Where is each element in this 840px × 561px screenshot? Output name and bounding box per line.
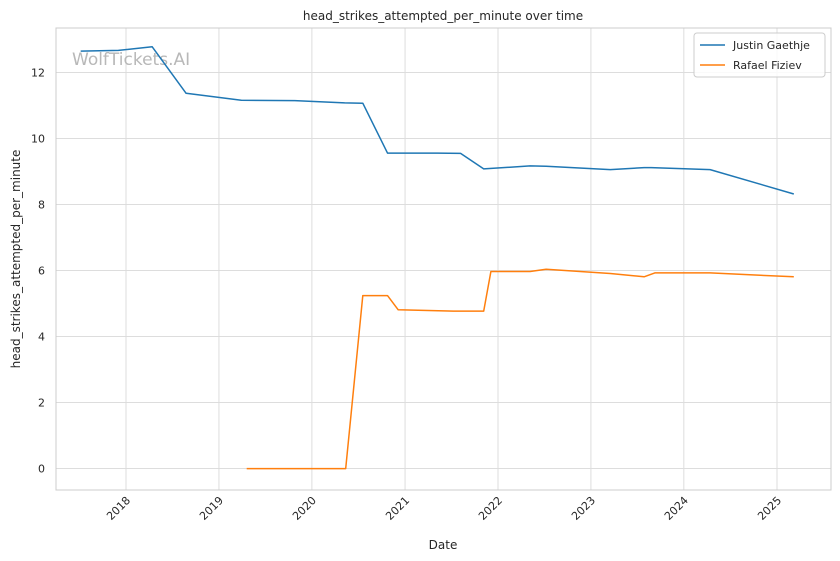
legend-label: Rafael Fiziev <box>733 59 802 72</box>
x-tick-label: 2024 <box>662 494 691 523</box>
y-tick-label: 8 <box>38 199 45 212</box>
y-tick-label: 4 <box>38 331 45 344</box>
series-line-0 <box>80 46 795 195</box>
x-axis-ticks: 2018 2019 2020 2021 2022 2023 2024 2025 <box>104 494 784 523</box>
x-tick-label: 2023 <box>569 494 598 523</box>
y-tick-label: 0 <box>38 463 45 476</box>
y-tick-label: 6 <box>38 265 45 278</box>
grid <box>56 28 831 490</box>
watermark: WolfTickets.AI <box>72 50 190 70</box>
legend-box <box>693 32 826 78</box>
x-axis-label: Date <box>429 538 458 552</box>
series-line-1 <box>246 268 794 470</box>
series-group <box>80 46 795 470</box>
x-tick-label: 2022 <box>476 494 505 523</box>
x-tick-label: 2018 <box>104 494 133 523</box>
x-tick-label: 2025 <box>755 494 784 523</box>
legend: Justin Gaethje Rafael Fiziev <box>693 32 826 78</box>
legend-label: Justin Gaethje <box>732 39 810 52</box>
chart-title: head_strikes_attempted_per_minute over t… <box>303 9 583 23</box>
y-tick-label: 12 <box>31 67 45 80</box>
y-axis-ticks: 0 2 4 6 8 10 12 <box>31 67 45 476</box>
x-tick-label: 2019 <box>197 494 226 523</box>
y-tick-label: 10 <box>31 133 45 146</box>
x-tick-label: 2020 <box>290 494 319 523</box>
y-tick-label: 2 <box>38 397 45 410</box>
plot-area-frame <box>55 27 832 491</box>
x-tick-label: 2021 <box>383 494 412 523</box>
y-axis-label: head_strikes_attempted_per_minute <box>9 150 23 369</box>
